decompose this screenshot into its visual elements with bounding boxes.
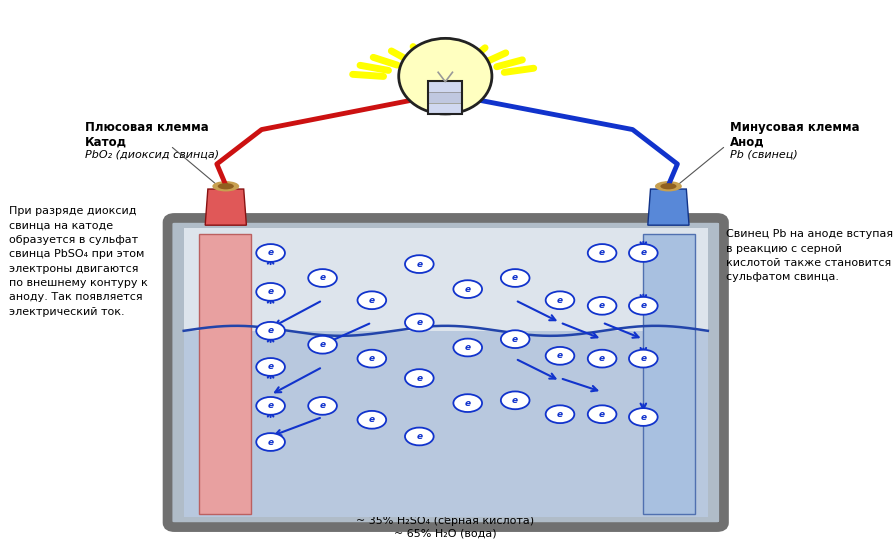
Polygon shape [205,189,246,225]
Text: PbO₂ (диоксид свинца): PbO₂ (диоксид свинца) [85,150,220,160]
Text: e: e [557,410,563,419]
Circle shape [501,269,530,287]
Text: e: e [268,401,273,410]
Circle shape [405,369,434,387]
Bar [428,81,462,114]
Circle shape [453,394,482,412]
Circle shape [256,322,285,340]
Text: e: e [557,351,563,360]
Circle shape [405,255,434,273]
Circle shape [256,283,285,301]
Circle shape [629,350,658,368]
Circle shape [546,347,574,365]
Text: e: e [417,374,422,383]
Ellipse shape [218,183,234,190]
Text: e: e [513,274,518,282]
Text: e: e [320,340,325,349]
Circle shape [501,391,530,409]
Circle shape [308,336,337,354]
Circle shape [546,291,574,309]
Circle shape [405,428,434,445]
Text: e: e [641,413,646,421]
Circle shape [256,358,285,376]
Text: e: e [268,363,273,371]
Text: e: e [599,410,605,419]
Circle shape [501,330,530,348]
FancyBboxPatch shape [168,218,724,527]
Text: e: e [641,249,646,257]
Text: e: e [268,438,273,446]
Text: e: e [465,343,470,352]
Text: e: e [320,274,325,282]
Text: e: e [641,301,646,310]
Circle shape [256,397,285,415]
Circle shape [629,408,658,426]
Text: ~ 35% H₂SO₄ (серная кислота): ~ 35% H₂SO₄ (серная кислота) [357,516,534,526]
Text: Pb (свинец): Pb (свинец) [730,150,798,160]
Text: При разряде диоксид
свинца на катоде
образуется в сульфат
свинца PbSO₄ при этом
: При разряде диоксид свинца на катоде обр… [9,206,148,317]
Text: e: e [599,249,605,257]
Circle shape [358,350,386,368]
Text: Плюсовая клемма: Плюсовая клемма [85,121,209,135]
Circle shape [629,297,658,315]
Text: e: e [369,415,375,424]
Text: e: e [417,432,422,441]
Text: e: e [268,287,273,296]
Bar [428,103,462,114]
Circle shape [358,291,386,309]
Text: e: e [369,296,375,305]
Circle shape [588,405,616,423]
Bar [199,234,251,514]
Circle shape [588,297,616,315]
Ellipse shape [212,181,239,191]
Text: e: e [417,318,422,327]
Circle shape [358,411,386,429]
Text: e: e [268,249,273,257]
Circle shape [308,269,337,287]
Text: Анод: Анод [730,135,765,148]
Circle shape [256,433,285,451]
Circle shape [546,405,574,423]
Text: e: e [513,396,518,405]
Circle shape [453,280,482,298]
Circle shape [256,244,285,262]
Circle shape [588,244,616,262]
Bar [184,331,708,517]
Text: e: e [417,260,422,269]
Ellipse shape [660,183,676,190]
Text: e: e [641,354,646,363]
Circle shape [308,397,337,415]
Polygon shape [648,189,689,225]
Text: Минусовая клемма: Минусовая клемма [730,121,860,135]
Text: Катод: Катод [85,135,127,148]
Circle shape [453,339,482,356]
Bar [428,81,462,92]
Text: e: e [268,326,273,335]
Circle shape [629,244,658,262]
Text: Свинец Pb на аноде вступая
в реакцию с серной
кислотой также становится
сульфато: Свинец Pb на аноде вступая в реакцию с с… [726,229,893,282]
Ellipse shape [655,181,682,191]
Text: e: e [320,401,325,410]
Bar [184,228,708,517]
Text: e: e [513,335,518,344]
Text: e: e [465,399,470,408]
Circle shape [405,314,434,331]
Text: e: e [599,354,605,363]
Text: e: e [599,301,605,310]
Text: e: e [465,285,470,294]
Text: e: e [369,354,375,363]
Bar [428,92,462,103]
Bar [643,234,695,514]
Circle shape [588,350,616,368]
Text: Электролит:: Электролит: [402,502,488,515]
Text: e: e [557,296,563,305]
Text: ~ 65% H₂O (вода): ~ 65% H₂O (вода) [394,529,496,539]
Ellipse shape [399,38,492,114]
